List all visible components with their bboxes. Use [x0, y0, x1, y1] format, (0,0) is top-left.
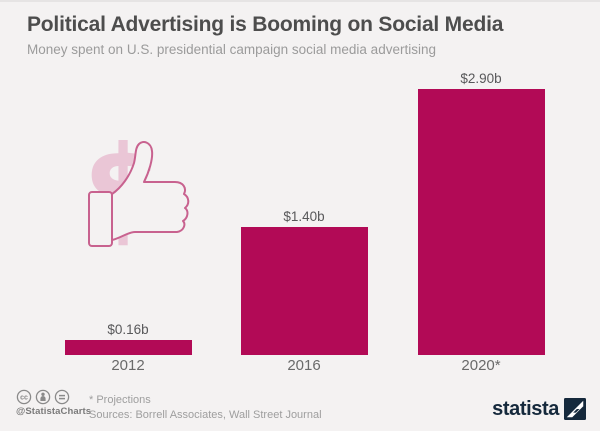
x-label-2020: 2020* — [461, 357, 501, 374]
bar-group-2012: $0.16b — [40, 321, 216, 355]
page-title: Political Advertising is Booming on Soci… — [27, 13, 504, 36]
thumbs-up-outline — [111, 141, 190, 241]
bar-2016 — [240, 227, 368, 355]
projections-note: * Projections — [89, 394, 151, 406]
equal-icon — [54, 389, 70, 405]
svg-text:cc: cc — [20, 395, 28, 402]
x-axis: 2012 2016 2020* — [0, 358, 600, 376]
value-label-2016: $1.40b — [283, 208, 325, 224]
dollar-thumbsup-icon: $ — [73, 121, 213, 256]
x-label-2016: 2016 — [287, 357, 321, 374]
statista-logo: statista — [492, 398, 586, 420]
sources-line: Sources: Borrell Associates, Wall Street… — [89, 409, 322, 421]
bar-2020 — [417, 89, 545, 355]
value-label-2020: $2.90b — [460, 70, 502, 86]
statista-wordmark: statista — [492, 398, 559, 420]
license-icons: cc — [16, 389, 70, 405]
x-label-2012: 2012 — [111, 357, 145, 374]
bar-group-2020: $2.90b — [393, 70, 569, 355]
bar-2012 — [64, 340, 192, 355]
statista-charts-handle: @StatistaCharts — [16, 406, 92, 417]
thumb-cuff — [88, 191, 113, 247]
top-edge-divider — [0, 0, 600, 2]
attribution-icon — [35, 389, 51, 405]
statista-mark-icon — [564, 398, 586, 420]
bar-chart: $0.16b $1.40b $2.90b — [0, 70, 600, 355]
value-label-2012: $0.16b — [107, 321, 149, 337]
cc-icon: cc — [16, 389, 32, 405]
chart-subtitle: Money spent on U.S. presidential campaig… — [27, 42, 436, 57]
bar-group-2016: $1.40b — [216, 208, 392, 355]
